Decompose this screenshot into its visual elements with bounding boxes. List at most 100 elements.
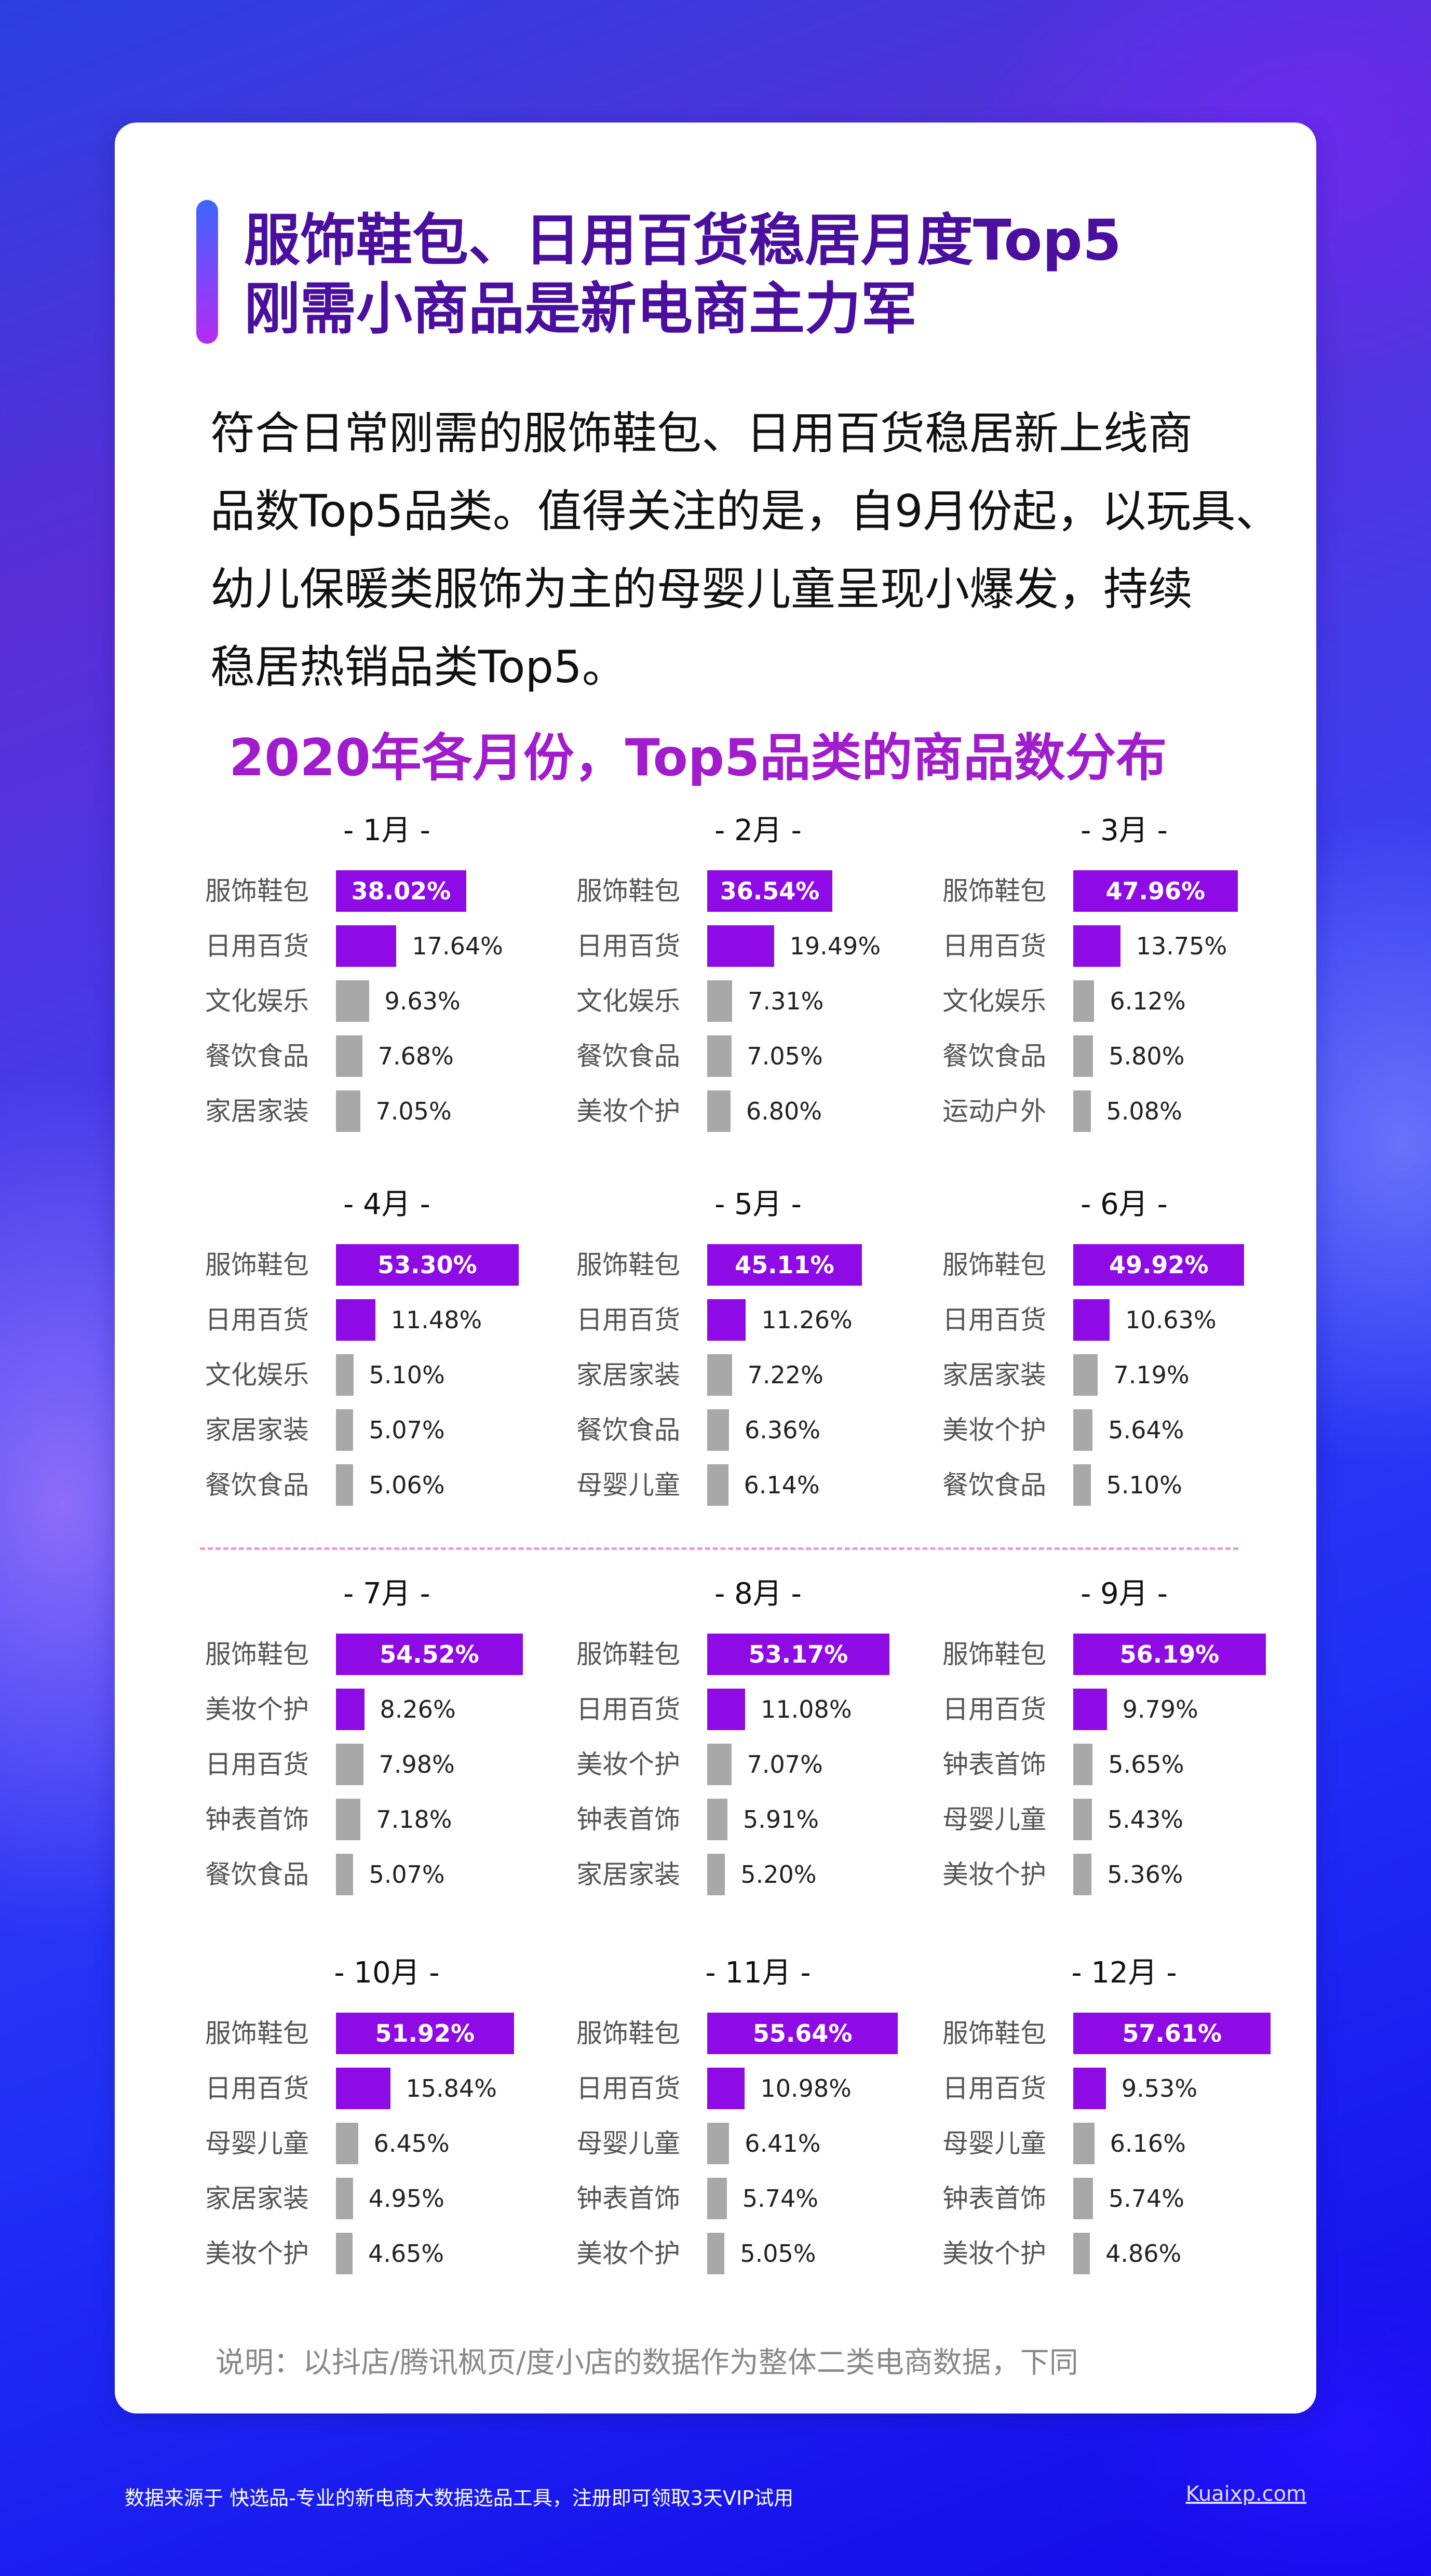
month-label: - 6月 - <box>1081 1188 1168 1221</box>
bar <box>707 1035 732 1077</box>
section-divider <box>200 1547 1238 1550</box>
bar <box>707 1299 746 1341</box>
bar <box>336 1464 354 1506</box>
intro-line: 幼儿保暖类服饰为主的母婴儿童呈现小爆发，持续 <box>210 563 1193 615</box>
data-label: 7.31% <box>748 987 824 1015</box>
category-row: 餐饮食品 5.10% <box>942 1460 1306 1510</box>
bar <box>1073 1744 1093 1785</box>
category-row: 钟表首饰 5.65% <box>942 1739 1306 1789</box>
bar <box>1073 1035 1094 1077</box>
category-label: 美妆个护 <box>205 1694 309 1724</box>
intro-paragraph: 符合日常刚需的服饰鞋包、日用百货稳居新上线商 品数Top5品类。值得关注的是，自… <box>210 395 1280 706</box>
data-label: 7.07% <box>747 1750 823 1778</box>
category-label: 日用百货 <box>942 1694 1046 1724</box>
month-label: - 2月 - <box>714 814 802 847</box>
bar <box>707 2233 725 2274</box>
chart-title: 2020年各月份，Top5品类的商品数分布 <box>229 729 1167 788</box>
month-panel: - 12月 - 服饰鞋包 57.61% 日用百货 9.53% 母婴儿童 6.16% 钟表首饰 5… <box>942 1952 1306 2285</box>
category-label: 母婴儿童 <box>576 1470 680 1500</box>
category-row: 美妆个护 6.80% <box>576 1086 940 1136</box>
data-label: 6.80% <box>746 1097 822 1125</box>
data-label: 5.36% <box>1107 1860 1183 1889</box>
data-label: 7.19% <box>1113 1361 1190 1389</box>
data-source-text: 数据来源于 快选品-专业的新电商大数据选品工具，注册即可领取3天VIP试用 <box>125 2487 794 2510</box>
category-label: 家居家装 <box>205 1415 309 1445</box>
data-label: 8.26% <box>380 1695 456 1723</box>
data-label: 13.75% <box>1136 932 1227 960</box>
bar <box>336 1354 354 1396</box>
category-label: 美妆个护 <box>942 1415 1046 1445</box>
category-label: 家居家装 <box>576 1859 680 1890</box>
category-row: 家居家装 4.95% <box>205 2174 569 2223</box>
data-label: 7.98% <box>379 1750 455 1778</box>
data-label: 9.53% <box>1121 2074 1198 2102</box>
category-row: 服饰鞋包 53.17% <box>576 1629 940 1679</box>
category-label: 文化娱乐 <box>205 1360 309 1390</box>
category-label: 服饰鞋包 <box>205 1639 309 1669</box>
data-label: 5.08% <box>1106 1097 1182 1125</box>
bar <box>336 1299 375 1341</box>
category-row: 母婴儿童 6.14% <box>576 1460 940 1510</box>
category-label: 服饰鞋包 <box>942 876 1046 906</box>
data-label: 7.18% <box>376 1805 452 1833</box>
bar <box>336 2013 514 2054</box>
category-label: 日用百货 <box>942 2073 1046 2103</box>
data-label: 5.20% <box>740 1860 817 1889</box>
category-label: 日用百货 <box>942 1305 1046 1335</box>
data-label: 51.92% <box>375 2019 475 2047</box>
category-row: 日用百货 17.64% <box>205 921 569 971</box>
data-label: 55.64% <box>752 2019 853 2047</box>
data-label: 5.06% <box>369 1471 445 1499</box>
category-row: 服饰鞋包 49.92% <box>942 1240 1306 1290</box>
bar <box>1073 1354 1098 1396</box>
bar <box>336 870 466 912</box>
bar <box>336 1689 365 1730</box>
bar <box>707 925 774 967</box>
category-row: 服饰鞋包 54.52% <box>205 1629 569 1679</box>
category-label: 餐饮食品 <box>205 1041 309 1071</box>
category-row: 日用百货 10.98% <box>576 2064 940 2113</box>
data-label: 4.95% <box>368 2184 444 2213</box>
bar <box>707 1689 746 1730</box>
category-row: 日用百货 9.53% <box>942 2064 1306 2113</box>
category-row: 运动户外 5.08% <box>942 1086 1306 1136</box>
category-label: 钟表首饰 <box>576 1804 680 1835</box>
category-label: 家居家装 <box>205 1096 309 1126</box>
category-label: 日用百货 <box>205 1305 309 1335</box>
month-panel: - 5月 - 服饰鞋包 45.11% 日用百货 11.26% 家居家装 7.22% 餐饮食品 6… <box>576 1184 940 1516</box>
category-row: 餐饮食品 7.68% <box>205 1031 569 1081</box>
category-label: 美妆个护 <box>576 1096 680 1126</box>
category-row: 文化娱乐 9.63% <box>205 976 569 1026</box>
data-label: 45.11% <box>735 1251 834 1279</box>
intro-line: 品数Top5品类。值得关注的是，自9月份起，以玩具、 <box>210 485 1280 537</box>
bar <box>707 1744 732 1785</box>
bar <box>1073 2233 1090 2274</box>
category-label: 服饰鞋包 <box>205 2018 309 2048</box>
bar <box>1073 870 1238 912</box>
bar <box>336 1799 361 1840</box>
category-row: 服饰鞋包 55.64% <box>576 2008 940 2058</box>
month-panel: - 8月 - 服饰鞋包 53.17% 日用百货 11.08% 美妆个护 7.07% 钟表首饰 5… <box>576 1573 940 1906</box>
data-label: 5.10% <box>1106 1471 1182 1499</box>
bar <box>1073 2123 1095 2164</box>
page-title: 服饰鞋包、日用百货稳居月度Top5 刚需小商品是新电商主力军 <box>244 207 1122 344</box>
bar <box>707 1799 727 1840</box>
data-label: 10.63% <box>1125 1306 1217 1334</box>
category-label: 餐饮食品 <box>942 1041 1046 1071</box>
bar <box>707 1090 731 1132</box>
page-title-line1: 服饰鞋包、日用百货稳居月度Top5 <box>244 208 1122 273</box>
category-row: 文化娱乐 7.31% <box>576 976 940 1026</box>
bar <box>336 1744 363 1785</box>
bar <box>336 2068 390 2109</box>
website-link[interactable]: Kuaixp.com <box>1185 2482 1306 2506</box>
bar <box>336 1090 360 1132</box>
month-panel: - 10月 - 服饰鞋包 51.92% 日用百货 15.84% 母婴儿童 6.45% 家居家装… <box>205 1952 569 2285</box>
category-row: 美妆个护 7.07% <box>576 1739 940 1789</box>
category-label: 服饰鞋包 <box>576 876 680 906</box>
category-row: 服饰鞋包 53.30% <box>205 1240 569 1290</box>
data-label: 7.68% <box>377 1042 454 1070</box>
bar <box>1073 980 1095 1022</box>
data-label: 47.96% <box>1105 877 1206 905</box>
category-label: 日用百货 <box>576 1305 680 1335</box>
category-row: 钟表首饰 5.74% <box>942 2174 1306 2223</box>
